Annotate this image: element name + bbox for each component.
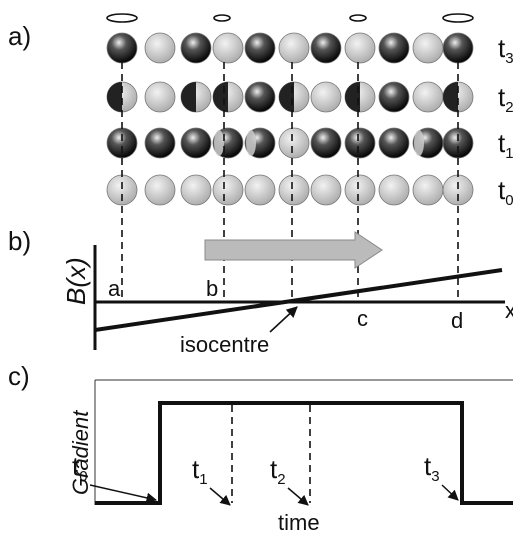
axis-label: time: [278, 510, 320, 535]
sphere-shade: [279, 82, 294, 112]
time-label-sub: 1: [199, 471, 207, 488]
field-line: [94, 268, 503, 332]
sphere: [412, 81, 444, 113]
gradient-waveform: [95, 401, 513, 505]
shift-arrow: [204, 231, 383, 269]
panel-label: a): [8, 21, 31, 51]
time-label-base: t: [270, 454, 278, 484]
sphere: [278, 32, 310, 64]
sphere: [278, 127, 310, 159]
row-label-base: t: [498, 82, 506, 112]
time-arrow: [287, 487, 309, 506]
point-label: d: [451, 308, 463, 333]
sphere: [212, 32, 244, 64]
row-label-sub: 3: [505, 50, 513, 67]
sphere: [144, 174, 176, 206]
time-label: t1: [192, 454, 208, 488]
sphere: [310, 174, 342, 206]
sphere-shade: [443, 82, 458, 112]
time-label: t3: [424, 451, 440, 485]
sphere: [212, 174, 244, 206]
sphere-shade: [107, 82, 122, 112]
axis-label: x: [505, 298, 513, 323]
sphere: [412, 32, 444, 64]
row-label-sub: 2: [505, 99, 513, 116]
sphere: [378, 32, 410, 64]
sphere: [244, 174, 276, 206]
sphere-crescent: [246, 130, 256, 156]
sphere: [344, 174, 376, 206]
point-label: c: [357, 306, 368, 331]
time-labels: t0 t1 t2 t3: [72, 451, 459, 506]
sphere-crescent: [214, 130, 224, 156]
time-arrow: [441, 484, 459, 501]
row-label: t0: [498, 175, 513, 209]
time-label: t2: [270, 454, 286, 488]
point-label: b: [206, 276, 218, 301]
sphere: [106, 32, 138, 64]
sphere: [244, 81, 276, 113]
sphere: [180, 32, 212, 64]
sphere: [144, 81, 176, 113]
sphere-shade: [213, 82, 228, 112]
sphere: [180, 127, 212, 159]
panel-label: c): [8, 361, 30, 391]
sphere: [378, 127, 410, 159]
panel-label: b): [8, 226, 31, 256]
annotation: isocentre: [180, 332, 269, 357]
row-label-sub: 1: [505, 145, 513, 162]
sphere: [378, 174, 410, 206]
sphere: [106, 127, 138, 159]
sphere-crescent: [414, 130, 424, 156]
point-label: a: [108, 276, 121, 301]
axis-label: B(x): [61, 257, 91, 305]
sphere-shade: [345, 82, 360, 112]
row-label: t3: [498, 33, 513, 67]
row-label-base: t: [498, 175, 506, 205]
axis-label: Gradient: [68, 410, 93, 495]
time-arrow: [209, 487, 231, 506]
sphere: [144, 127, 176, 159]
row-label-base: t: [498, 33, 506, 63]
sphere: [378, 81, 410, 113]
sphere-shade: [181, 82, 196, 112]
sphere: [310, 127, 342, 159]
sphere: [310, 81, 342, 113]
sphere: [344, 32, 376, 64]
annotation-arrow: [269, 306, 298, 333]
sphere: [180, 174, 212, 206]
time-label: t0: [72, 451, 88, 485]
row-label-sub: 0: [505, 192, 513, 209]
sphere: [310, 32, 342, 64]
time-arrow: [89, 484, 158, 504]
rotation-arrows: [106, 13, 474, 23]
sphere: [344, 127, 376, 159]
time-label-base: t: [424, 451, 432, 481]
row-label: t1: [498, 128, 513, 162]
time-label-sub: 2: [277, 471, 285, 488]
frame: [94, 379, 513, 505]
row-label-base: t: [498, 128, 506, 158]
time-label-sub: 0: [79, 468, 87, 485]
sphere: [412, 174, 444, 206]
sphere: [244, 32, 276, 64]
time-label-base: t: [72, 451, 80, 481]
sphere: [144, 32, 176, 64]
sphere: [278, 174, 310, 206]
sphere: [442, 127, 474, 159]
spheres: [106, 32, 474, 206]
sphere: [442, 32, 474, 64]
time-label-base: t: [192, 454, 200, 484]
time-label-sub: 3: [431, 468, 439, 485]
row-label: t2: [498, 82, 513, 116]
